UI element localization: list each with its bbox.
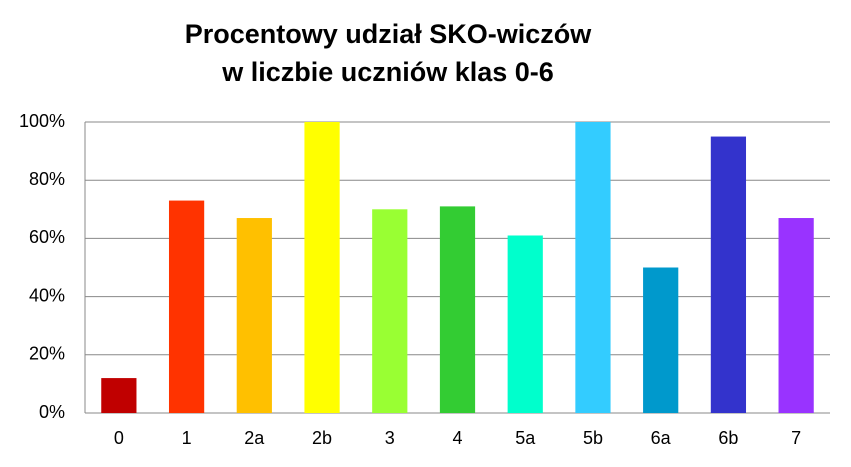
x-tick-label: 2a — [244, 428, 265, 448]
x-tick-label: 2b — [312, 428, 332, 448]
bar — [168, 200, 205, 413]
bar — [372, 209, 408, 413]
x-tick-label: 6b — [718, 428, 738, 448]
y-tick-label: 20% — [29, 344, 65, 364]
y-tick-label: 60% — [29, 227, 65, 247]
bar — [643, 267, 679, 413]
bar — [778, 218, 814, 413]
chart-title: w liczbie uczniów klas 0-6 — [221, 57, 554, 87]
bar — [304, 122, 340, 413]
bar — [575, 122, 611, 413]
y-tick-label: 100% — [19, 111, 65, 131]
x-tick-label: 1 — [182, 428, 192, 448]
x-tick-label: 5b — [583, 428, 603, 448]
bar — [507, 235, 543, 413]
bar — [710, 136, 747, 414]
x-tick-label: 7 — [791, 428, 801, 448]
chart-title: Procentowy udział SKO-wiczów — [185, 19, 593, 49]
x-tick-label: 6a — [651, 428, 672, 448]
y-tick-label: 80% — [29, 169, 65, 189]
bar — [439, 206, 476, 413]
x-tick-label: 4 — [452, 428, 462, 448]
y-tick-label: 40% — [29, 285, 65, 305]
bar — [236, 218, 272, 413]
y-tick-label: 0% — [39, 402, 65, 422]
x-tick-label: 0 — [114, 428, 124, 448]
bar — [101, 378, 137, 413]
x-tick-label: 5a — [515, 428, 536, 448]
x-tick-label: 3 — [385, 428, 395, 448]
